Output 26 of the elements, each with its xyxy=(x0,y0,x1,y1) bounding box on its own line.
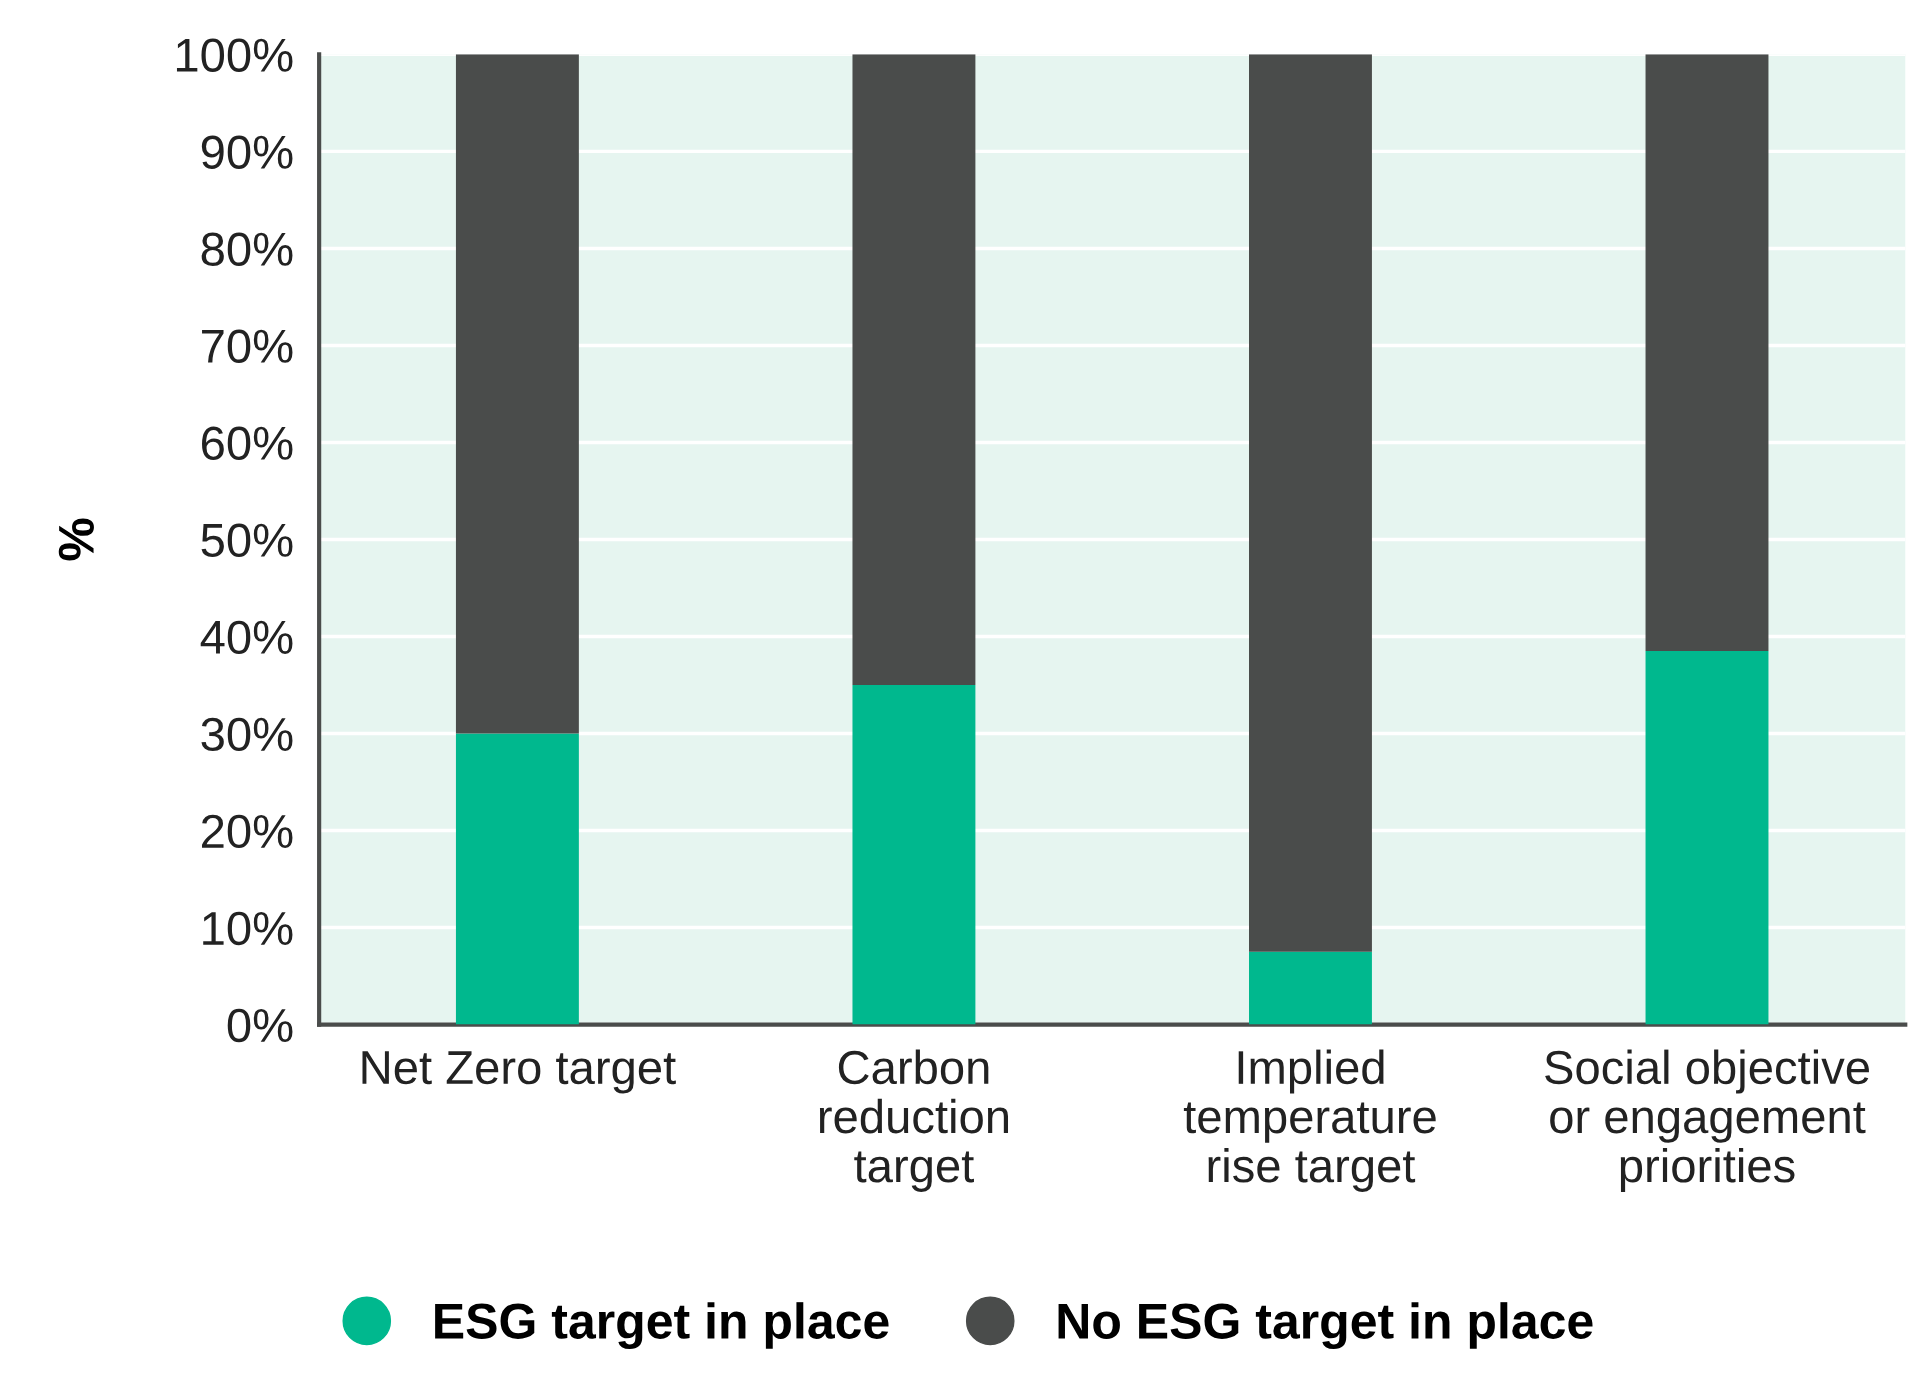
bar xyxy=(455,733,579,1025)
bar xyxy=(852,54,976,686)
legend-label: No ESG target in place xyxy=(1058,1302,1593,1349)
y-tick-label: 0% xyxy=(227,1008,293,1043)
bar xyxy=(1249,54,1372,952)
x-tick-label: Carbon reduction target xyxy=(819,1049,1009,1192)
bar xyxy=(1249,951,1372,1025)
x-tick-label: Net Zero target xyxy=(362,1051,676,1094)
y-tick-label: 100% xyxy=(176,38,293,72)
bar xyxy=(852,685,976,1025)
x-tick-label: Implied temperature rise target xyxy=(1183,1049,1436,1192)
y-tick-label: 40% xyxy=(200,620,293,655)
legend-label: ESG target in place xyxy=(435,1302,889,1349)
y-axis-title: % xyxy=(58,518,94,561)
y-tick-label: 70% xyxy=(202,329,293,364)
y-tick-label: 10% xyxy=(203,911,293,946)
y-tick-label: 50% xyxy=(201,523,293,558)
bar xyxy=(455,54,579,734)
y-tick-label: 30% xyxy=(201,717,293,752)
y-tick-label: 60% xyxy=(202,426,293,461)
bar xyxy=(1645,54,1769,652)
x-tick-label: Social objective or engagement priorities xyxy=(1545,1049,1869,1192)
y-tick-label: 20% xyxy=(202,814,293,849)
y-tick-label: 90% xyxy=(201,135,293,169)
y-tick-label: 80% xyxy=(201,232,293,266)
bar xyxy=(1645,651,1769,1025)
